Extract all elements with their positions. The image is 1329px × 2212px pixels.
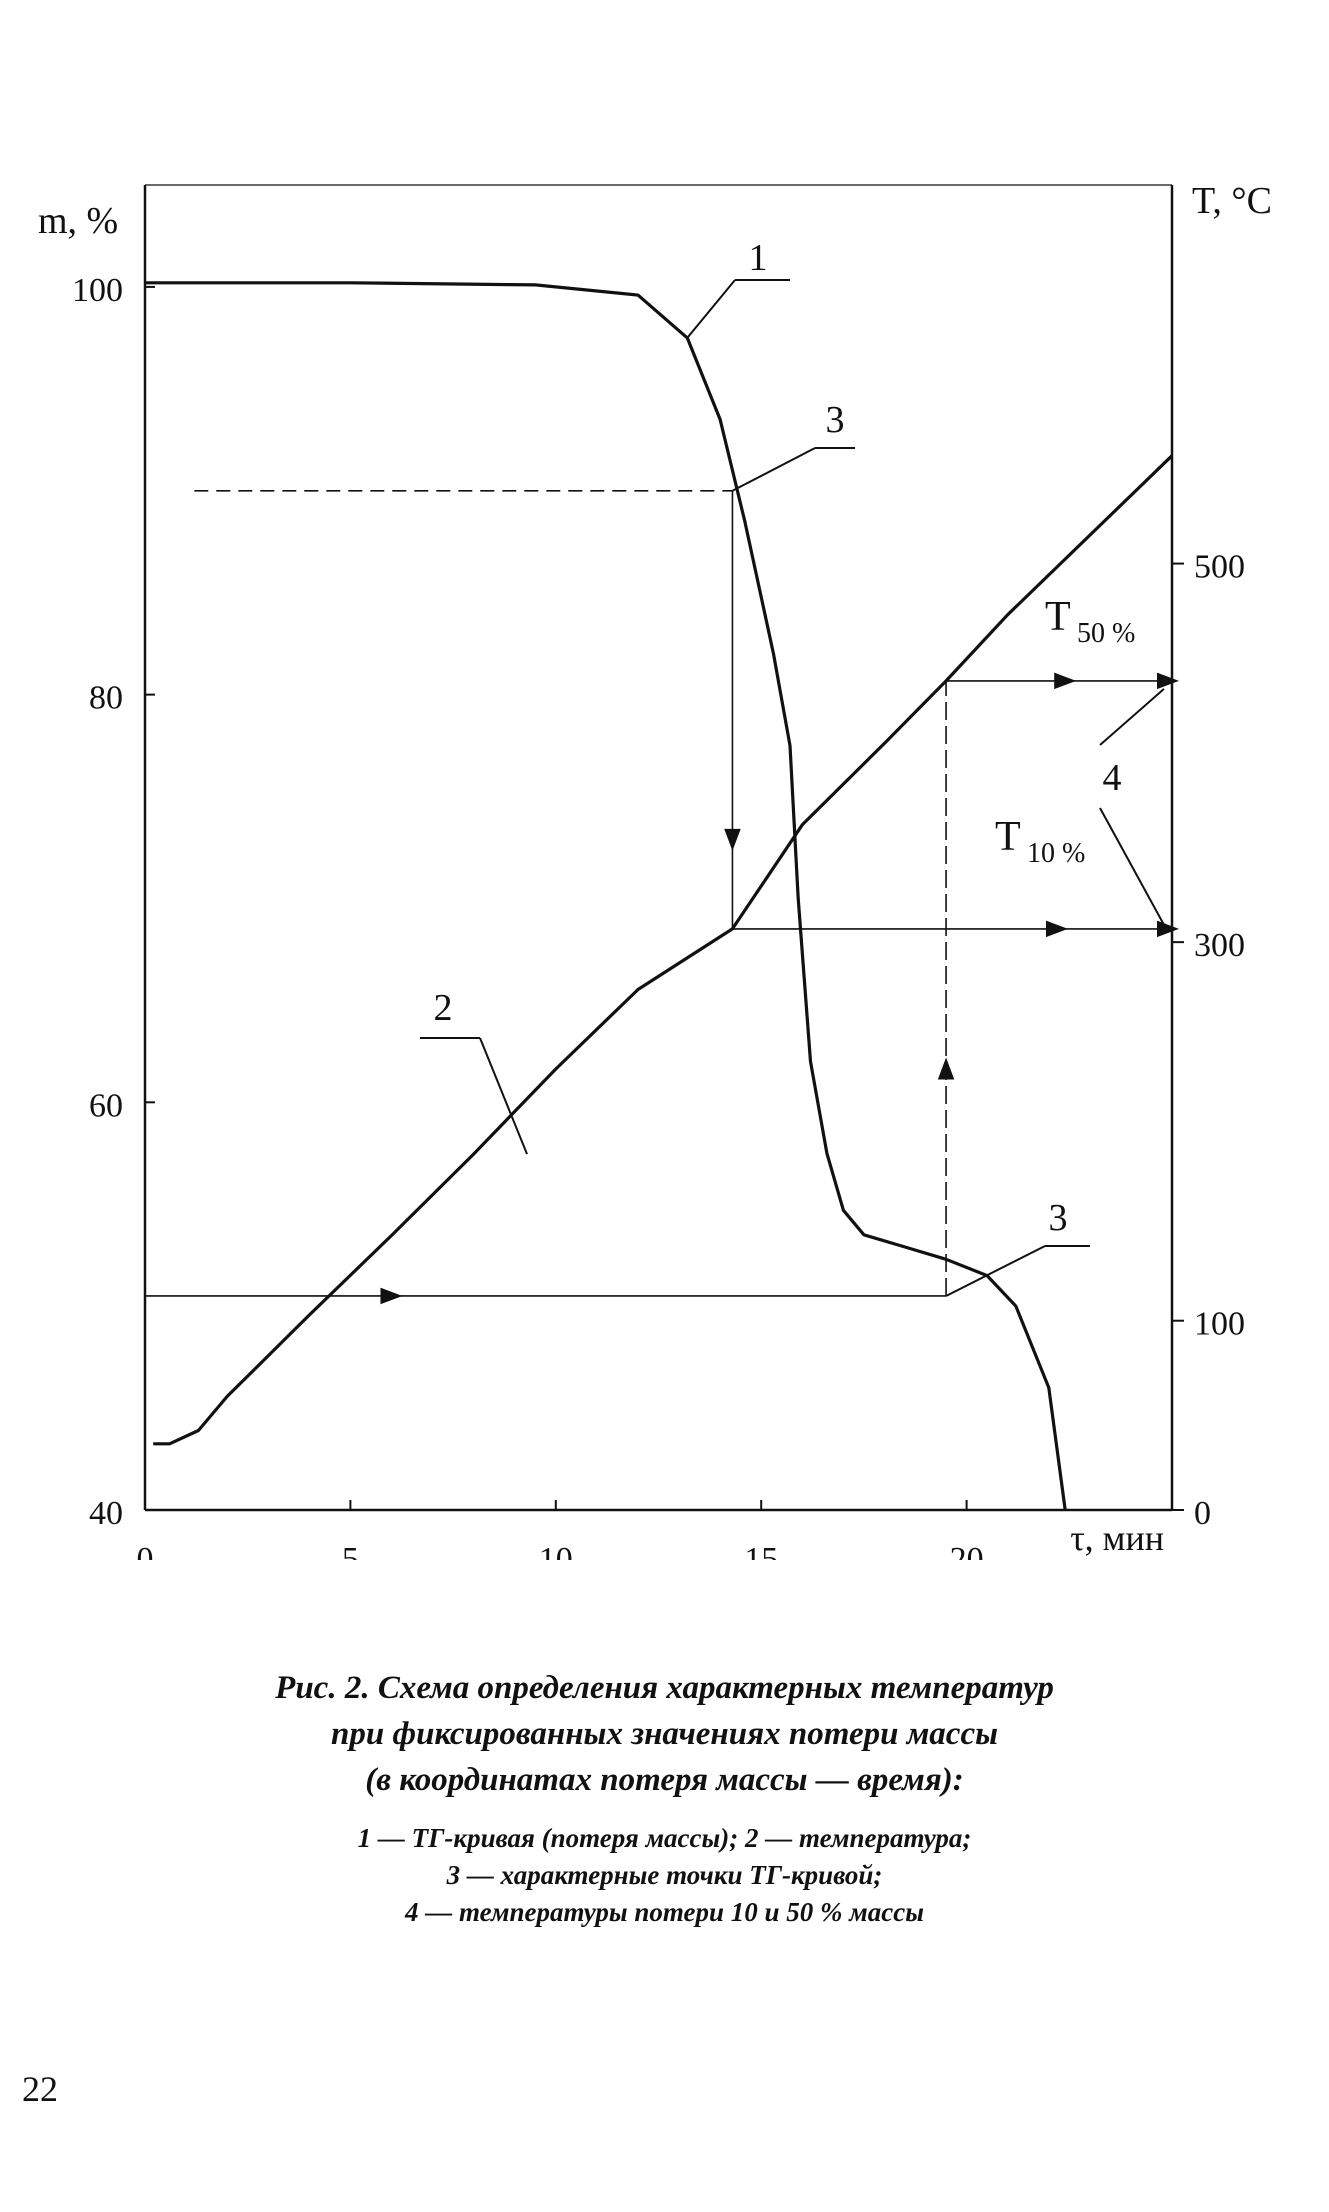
figure-caption-legend: 1 — ТГ-кривая (потеря массы); 2 — темпер…	[0, 1820, 1329, 1931]
marker-4-leader	[1099, 688, 1165, 746]
left-y-tick-label: 80	[89, 680, 123, 717]
guide-lines	[145, 489, 1179, 1305]
right-y-tick-label: 300	[1194, 927, 1245, 964]
marker-4-leader	[1099, 807, 1165, 926]
x-axis-title: τ, мин	[1070, 1518, 1164, 1558]
left-y-tick-label: 40	[89, 1495, 123, 1532]
point-3-lower-leader	[945, 1245, 1046, 1297]
right-y-axis-title: T, °C	[1192, 180, 1272, 222]
caption-title-line: Рис. 2. Схема определения характерных те…	[275, 1670, 1054, 1706]
curve-2-leader	[479, 1037, 528, 1155]
figure-caption-title: Рис. 2. Схема определения характерных те…	[0, 1665, 1329, 1803]
right-arrow-icon	[380, 1287, 403, 1305]
caption-title-line: при фиксированных значениях потери массы	[331, 1716, 998, 1752]
point-3-upper-label: 3	[826, 399, 845, 441]
right-y-tick-label: 0	[1194, 1495, 1211, 1532]
up-arrow-icon	[937, 1057, 955, 1080]
left-y-axis-title: m, %	[38, 200, 118, 242]
curve-1-leader	[686, 279, 736, 339]
x-tick-label: 10	[539, 1541, 573, 1560]
axes: 0 5 10 15 20 40 60 80 100 0 100 300 500	[72, 184, 1245, 1560]
caption-legend-line: 4 — температуры потери 10 и 50 % массы	[404, 1897, 924, 1927]
tg-chart: 0 5 10 15 20 40 60 80 100 0 100 300 500 m, % T, °C τ, …	[38, 180, 1272, 1560]
plot-series	[144, 281, 1174, 1511]
caption-title-line: (в координатах потеря массы — время):	[365, 1762, 964, 1798]
x-tick-label: 15	[744, 1541, 778, 1560]
x-tick-label: 5	[342, 1541, 359, 1560]
t10-label: T	[995, 814, 1021, 860]
curve-1-label: 1	[749, 237, 768, 279]
page-number: 22	[22, 2069, 58, 2109]
down-arrow-icon	[724, 828, 741, 851]
marker-4-label: 4	[1103, 757, 1122, 799]
t50-label: T	[1045, 594, 1071, 640]
right-arrow-icon	[1054, 672, 1077, 690]
curve-2-label: 2	[434, 987, 453, 1029]
series-line-1	[145, 281, 1067, 1511]
left-y-tick-label: 100	[72, 272, 123, 309]
right-arrow-icon	[1157, 920, 1179, 938]
point-3-upper-leader	[731, 447, 816, 492]
left-y-tick-label: 60	[89, 1087, 123, 1124]
right-y-tick-label: 500	[1194, 549, 1245, 586]
right-arrow-icon	[1157, 672, 1179, 690]
x-tick-label: 20	[950, 1541, 984, 1560]
right-y-tick-label: 100	[1194, 1306, 1245, 1343]
caption-legend-line: 1 — ТГ-кривая (потеря массы); 2 — темпер…	[357, 1823, 972, 1853]
caption-legend-line: 3 — характерные точки ТГ-кривой;	[446, 1860, 883, 1890]
x-tick-label: 0	[137, 1541, 154, 1560]
t10-subscript: 10 %	[1027, 838, 1085, 869]
t50-subscript: 50 %	[1077, 618, 1135, 649]
point-3-lower-label: 3	[1049, 1197, 1068, 1239]
right-arrow-icon	[1045, 920, 1068, 938]
